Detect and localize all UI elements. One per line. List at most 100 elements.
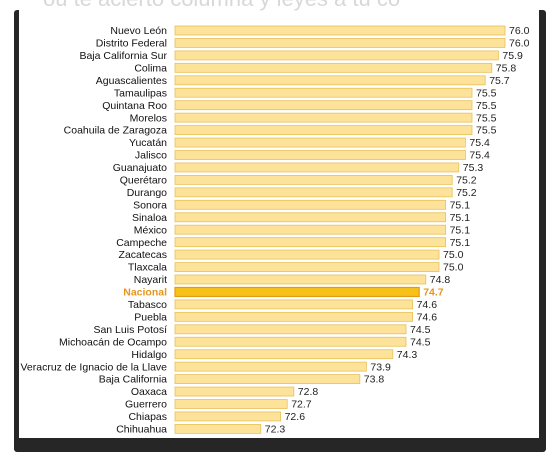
bar-quintana-roo	[174, 100, 473, 111]
value-label-sinaloa: 75.1	[450, 212, 471, 224]
category-label-baja-california: Baja California	[99, 374, 167, 386]
category-label-zacatecas: Zacatecas	[119, 249, 167, 261]
value-label-michoacan-de-ocampo: 74.5	[410, 336, 431, 348]
category-label-puebla: Puebla	[134, 311, 167, 323]
value-label-campeche: 75.1	[450, 237, 471, 249]
value-label-nacional: 74.7	[423, 287, 444, 299]
value-label-colima: 75.8	[496, 62, 517, 74]
category-label-aguascalientes: Aguascalientes	[96, 75, 167, 87]
category-label-quintana-roo: Quintana Roo	[102, 100, 167, 112]
value-label-guerrero: 72.7	[291, 399, 312, 411]
category-label-nayarit: Nayarit	[134, 274, 167, 286]
category-label-nuevo-leon: Nuevo León	[110, 25, 167, 37]
category-label-guerrero: Guerrero	[125, 399, 167, 411]
bar-michoacan-de-ocampo	[174, 336, 407, 347]
bar-chiapas	[174, 411, 281, 422]
category-label-tamaulipas: Tamaulipas	[114, 87, 167, 99]
category-label-guanajuato: Guanajuato	[113, 162, 167, 174]
bar-colima	[174, 62, 493, 73]
category-label-hidalgo: Hidalgo	[131, 349, 167, 361]
bar-durango	[174, 187, 453, 198]
category-label-tlaxcala: Tlaxcala	[128, 262, 167, 274]
category-label-baja-california-sur: Baja California Sur	[79, 50, 167, 62]
bar-jalisco	[174, 150, 466, 160]
chart-panel: ou te acierto columna y leyes a tu co Nu…	[19, 0, 539, 438]
value-label-oaxaca: 72.8	[298, 386, 319, 398]
category-label-oaxaca: Oaxaca	[131, 386, 167, 398]
value-label-jalisco: 75.4	[469, 150, 490, 162]
bar-baja-california-sur	[174, 50, 499, 61]
bar-hidalgo	[174, 349, 394, 360]
category-label-durango: Durango	[127, 187, 167, 199]
bar-puebla	[174, 311, 414, 322]
bar-tamaulipas	[174, 87, 473, 98]
value-label-baja-california-sur: 75.9	[502, 50, 523, 62]
category-label-michoacan-de-ocampo: Michoacán de Ocampo	[59, 336, 167, 348]
bar-nayarit	[174, 274, 427, 285]
value-label-sonora: 75.1	[450, 199, 471, 211]
bar-distrito-federal	[174, 38, 506, 48]
category-label-tabasco: Tabasco	[128, 299, 167, 311]
value-label-san-luis-potosi: 74.5	[410, 324, 431, 336]
category-label-sonora: Sonora	[133, 199, 167, 211]
category-label-sinaloa: Sinaloa	[132, 212, 167, 224]
value-label-zacatecas: 75.0	[443, 249, 464, 261]
category-label-distrito-federal: Distrito Federal	[96, 38, 167, 50]
category-label-chiapas: Chiapas	[128, 411, 167, 423]
value-label-puebla: 74.6	[417, 311, 438, 323]
bar-chihuahua	[174, 423, 262, 434]
bar-nuevo-leon	[174, 25, 506, 36]
category-label-mexico: México	[134, 224, 167, 236]
category-label-veracruz-de-ignacio-de-la-llave: Veracruz de Ignacio de la Llave	[20, 361, 167, 373]
bar-mexico	[174, 224, 447, 235]
bar-queretaro	[174, 174, 453, 185]
value-label-coahuila-de-zaragoza: 75.5	[476, 125, 497, 137]
bar-baja-california	[174, 374, 361, 385]
bar-tabasco	[174, 299, 414, 310]
bar-aguascalientes	[174, 75, 486, 86]
category-label-san-luis-potosi: San Luis Potosí	[93, 324, 167, 336]
bar-tlaxcala	[174, 262, 440, 272]
value-label-tabasco: 74.6	[417, 299, 438, 311]
value-label-baja-california: 73.8	[364, 374, 385, 386]
value-label-veracruz-de-ignacio-de-la-llave: 73.9	[370, 361, 391, 373]
value-label-aguascalientes: 75.7	[489, 75, 510, 87]
category-label-queretaro: Querétaro	[120, 175, 167, 187]
category-label-jalisco: Jalisco	[135, 150, 167, 162]
value-label-tlaxcala: 75.0	[443, 262, 464, 274]
value-label-morelos: 75.5	[476, 112, 497, 124]
category-label-campeche: Campeche	[116, 237, 167, 249]
bar-veracruz-de-ignacio-de-la-llave	[174, 361, 367, 372]
value-label-chiapas: 72.6	[285, 411, 306, 423]
bar-sinaloa	[174, 212, 447, 223]
value-label-mexico: 75.1	[450, 224, 471, 236]
value-label-hidalgo: 74.3	[397, 349, 418, 361]
value-label-chihuahua: 72.3	[265, 424, 286, 436]
value-label-tamaulipas: 75.5	[476, 87, 497, 99]
bar-san-luis-potosi	[174, 324, 407, 335]
bar-yucatan	[174, 137, 466, 148]
bar-coahuila-de-zaragoza	[174, 125, 473, 135]
category-label-morelos: Morelos	[130, 112, 167, 124]
bar-chart: Nuevo León 76.0 Distrito Federal 76.0 Baja C…	[20, 25, 530, 436]
value-label-queretaro: 75.2	[456, 175, 477, 187]
value-label-nayarit: 74.8	[430, 274, 451, 286]
value-label-quintana-roo: 75.5	[476, 100, 497, 112]
category-label-colima: Colima	[134, 62, 167, 74]
bar-morelos	[174, 112, 473, 123]
bar-oaxaca	[174, 386, 295, 397]
value-label-durango: 75.2	[456, 187, 477, 199]
category-label-nacional: Nacional	[123, 287, 167, 299]
category-label-coahuila-de-zaragoza: Coahuila de Zaragoza	[64, 125, 167, 137]
bar-guerrero	[174, 399, 288, 409]
bar-zacatecas	[174, 249, 440, 260]
cropped-header-text: ou te acierto columna y leyes a tu co	[43, 0, 400, 12]
bar-nacional	[174, 286, 420, 298]
bar-guanajuato	[174, 162, 460, 173]
value-label-distrito-federal: 76.0	[509, 38, 530, 50]
bar-campeche	[174, 237, 447, 248]
value-label-yucatan: 75.4	[469, 137, 490, 149]
value-label-guanajuato: 75.3	[463, 162, 484, 174]
bar-sonora	[174, 199, 447, 210]
